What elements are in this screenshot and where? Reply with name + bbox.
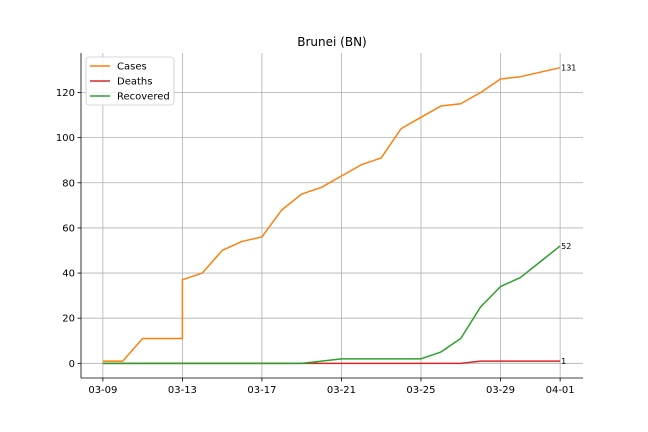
legend-label-deaths: Deaths xyxy=(117,77,152,88)
y-tick-label: 20 xyxy=(62,314,75,325)
grid-lines xyxy=(81,53,583,378)
chart-title: Brunei (BN) xyxy=(297,35,366,49)
end-label-cases: 131 xyxy=(561,64,576,73)
y-tick-label: 120 xyxy=(56,88,75,99)
series-line-recovered xyxy=(102,245,561,365)
y-tick-label: 60 xyxy=(62,223,75,234)
end-label-deaths: 1 xyxy=(561,357,566,366)
axes xyxy=(77,53,583,382)
end-labels: 131 1 52 xyxy=(561,64,576,366)
legend-label-cases: Cases xyxy=(117,62,147,73)
legend-box xyxy=(85,56,175,106)
y-tick-label: 40 xyxy=(62,269,75,280)
end-label-recovered: 52 xyxy=(561,242,571,251)
x-tick-label: 03-17 xyxy=(247,385,276,396)
x-tick-label: 03-21 xyxy=(327,385,356,396)
tick-labels: 0 20 40 60 80 100 120 03-09 03-13 03-17 03-21 03-25… xyxy=(56,88,575,396)
y-tick-label: 0 xyxy=(69,359,75,370)
x-tick-label: 03-29 xyxy=(486,385,515,396)
x-tick-label: 03-25 xyxy=(406,385,435,396)
x-tick-label: 04-01 xyxy=(546,385,575,396)
legend: Cases Deaths Recovered xyxy=(85,56,175,106)
series-lines xyxy=(102,66,561,365)
x-tick-label: 03-13 xyxy=(168,385,197,396)
x-tick-label: 03-09 xyxy=(88,385,117,396)
series-line-cases xyxy=(102,66,561,362)
legend-label-recovered: Recovered xyxy=(117,92,170,103)
y-tick-label: 100 xyxy=(56,133,75,144)
y-tick-label: 80 xyxy=(62,178,75,189)
